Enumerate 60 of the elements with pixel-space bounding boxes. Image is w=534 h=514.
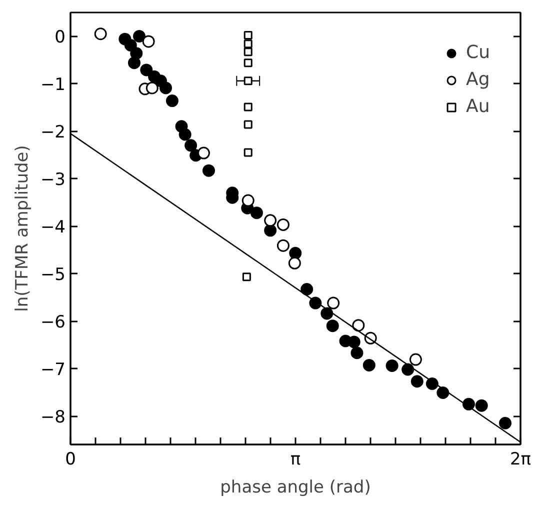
point [250, 206, 263, 220]
point [264, 224, 277, 237]
point [244, 120, 252, 129]
point [94, 28, 107, 40]
point [244, 48, 252, 56]
point [146, 82, 158, 94]
point [242, 194, 254, 207]
point [327, 296, 340, 310]
point [244, 58, 252, 68]
point [244, 40, 252, 48]
point [244, 102, 252, 112]
point [264, 214, 277, 227]
legend-label: Ag [466, 69, 490, 90]
point [140, 64, 153, 76]
y-tick-label: −7 [40, 360, 66, 380]
point [160, 82, 172, 94]
x-tick-label: π [290, 450, 301, 470]
point [184, 139, 198, 152]
point [244, 148, 252, 157]
point [498, 416, 512, 430]
point [288, 256, 301, 270]
point [244, 76, 252, 86]
point [244, 31, 252, 40]
point [352, 319, 365, 332]
point [350, 346, 364, 360]
point [124, 39, 137, 52]
point [410, 375, 424, 388]
point [300, 283, 314, 296]
y-tick-label: −6 [40, 312, 66, 333]
point [289, 246, 302, 260]
y-tick-label: −8 [40, 408, 66, 428]
y-tick-label: −1 [40, 75, 66, 96]
y-tick-label: −2 [40, 122, 66, 143]
y-tick-label: −5 [40, 265, 66, 286]
point [197, 146, 210, 160]
point [276, 239, 290, 252]
point [242, 272, 251, 282]
point [326, 320, 339, 332]
point [178, 128, 192, 141]
point [402, 363, 414, 376]
x-tick-label: 2π [510, 450, 532, 470]
legend-label: Au [466, 96, 490, 117]
point [348, 336, 360, 348]
point [386, 359, 398, 372]
point [133, 30, 146, 42]
legend-label: Cu [466, 42, 490, 63]
x-axis-title: phase angle (rad) [220, 478, 371, 498]
y-tick-label: −3 [40, 170, 66, 190]
y-tick-label: 0 [54, 28, 66, 48]
y-axis-title: ln(TFMR amplitude) [12, 145, 32, 312]
point [142, 35, 155, 48]
point [276, 218, 290, 231]
point [436, 386, 450, 399]
y-tick-label: −4 [40, 218, 66, 238]
point [128, 56, 140, 70]
point [166, 94, 178, 108]
point [409, 353, 422, 366]
point [202, 164, 215, 177]
point [475, 399, 488, 412]
point [362, 358, 376, 372]
